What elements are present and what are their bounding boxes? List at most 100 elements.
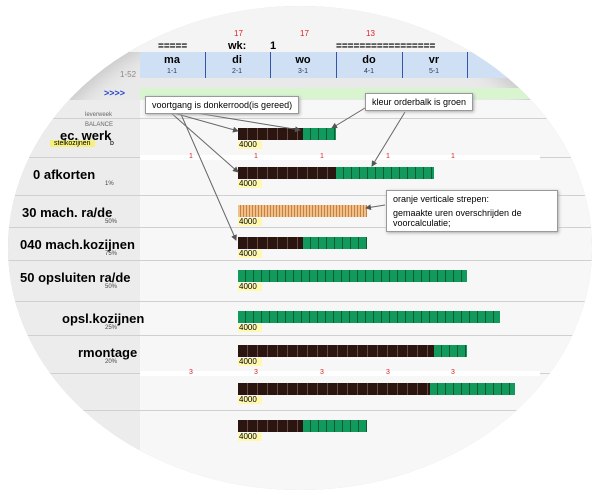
day-code: 4-1 (363, 68, 375, 75)
day-code: 3-1 (297, 68, 309, 75)
bar-segment (336, 167, 434, 179)
row-percent: 50% (105, 284, 118, 290)
bar-segment (238, 237, 303, 249)
vignette: 1-52 >>>> ===== wk: 1 ================= … (8, 6, 592, 490)
row-label: ec. werk (60, 128, 112, 143)
row-label: rmontage (78, 345, 138, 360)
top-count: 17 (234, 29, 243, 38)
scale-mark: 3 (189, 369, 193, 376)
annotation-text: gemaakte uren overschrijden de voorcalcu… (393, 208, 522, 228)
day-name: di (232, 54, 242, 66)
day-separator (402, 52, 403, 78)
hours-highlight (238, 358, 262, 366)
annotation: voortgang is donkerrood(is gereed) (145, 96, 300, 114)
scale-mark: 1 (386, 153, 390, 160)
day-name: do (362, 54, 376, 66)
row-separator (8, 335, 592, 336)
hours-highlight (238, 396, 262, 404)
day-name: wo (295, 54, 311, 66)
hours-highlight (238, 283, 262, 291)
scale-strip (140, 155, 540, 160)
scale-mark: 3 (320, 369, 324, 376)
row-percent: 50% (105, 219, 118, 225)
row-hours: 4000 (239, 323, 257, 332)
small-label: BALANCE (85, 122, 114, 128)
bar-segment (238, 420, 303, 432)
hours-highlight (238, 250, 262, 258)
scale-mark: 3 (386, 369, 390, 376)
bar-segment (238, 205, 367, 217)
bar-segment (238, 345, 434, 357)
top-count: 17 (300, 29, 309, 38)
scale-mark: 1 (189, 153, 193, 160)
scale-mark: 1 (320, 153, 324, 160)
row-hours: 4000 (239, 282, 257, 291)
bar-segment (238, 311, 500, 323)
row-separator (8, 195, 592, 196)
week-label: wk: (228, 40, 247, 52)
day-code: 2-1 (231, 68, 243, 75)
week-number: 1 (270, 40, 277, 52)
hours-highlight (238, 141, 262, 149)
bar-segment (303, 420, 367, 432)
hours-highlight (238, 324, 262, 332)
week-bar: ================= (336, 41, 436, 52)
day-name: vr (428, 54, 440, 66)
hours-highlight (238, 218, 262, 226)
day-header (140, 52, 540, 78)
row-separator (8, 410, 592, 411)
bar-segment (238, 128, 303, 140)
row-separator (8, 301, 592, 302)
top-count: 13 (366, 29, 375, 38)
day-separator (205, 52, 206, 78)
day-separator (336, 52, 337, 78)
row-label: 0 afkorten (33, 167, 96, 182)
nav: >>>> (104, 88, 126, 98)
bar-segment (238, 167, 336, 179)
row-label: 50 opsluiten ra/de (20, 270, 131, 285)
row-percent: 1% (105, 181, 114, 187)
annotation: kleur orderbalk is groen (365, 93, 474, 111)
bar-segment (303, 237, 367, 249)
nav-strip (140, 88, 540, 99)
day-code: 5-1 (428, 68, 440, 75)
arrows (169, 107, 406, 241)
row-label: opsl.kozijnen (62, 311, 145, 326)
hours-highlight (238, 180, 262, 188)
annotation: oranje verticale strepen: gemaakte uren o… (386, 190, 558, 232)
range: 1-52 (120, 70, 137, 79)
row-percent: 75% (105, 251, 118, 257)
scale-strip (140, 371, 540, 376)
bar-segment (238, 383, 430, 395)
row-hours: 4000 (239, 432, 257, 441)
planner: 1-52 >>>> ===== wk: 1 ================= … (8, 6, 592, 490)
scale-mark: 3 (451, 369, 455, 376)
scale-mark: 1 (451, 153, 455, 160)
top-strip (8, 6, 592, 52)
row-label: 30 mach. ra/de (22, 205, 113, 220)
row-hours: 4000 (239, 217, 257, 226)
annotation-title: oranje verticale strepen: (393, 194, 490, 204)
row-hours: 4000 (239, 249, 257, 258)
row-separator (8, 118, 592, 119)
row-hours: 4000 (239, 140, 257, 149)
week-bar: ===== (158, 41, 188, 52)
day-separator (467, 52, 468, 78)
day-separator (270, 52, 271, 78)
row-tag: stelkozijnen (50, 140, 95, 147)
bar-segment (430, 383, 515, 395)
row-hours: 4000 (239, 395, 257, 404)
row-tag-note: b (110, 140, 114, 147)
day-name: ma (164, 54, 180, 66)
small-label: leverweek (85, 112, 113, 118)
row-separator (8, 260, 592, 261)
row-percent: 25% (105, 325, 118, 331)
row-hours: 4000 (239, 179, 257, 188)
day-code: 1-1 (166, 68, 178, 75)
label-column (8, 100, 140, 490)
bar-segment (303, 128, 336, 140)
bar-segment (238, 270, 467, 282)
row-hours: 4000 (239, 357, 257, 366)
scale-mark: 3 (254, 369, 258, 376)
